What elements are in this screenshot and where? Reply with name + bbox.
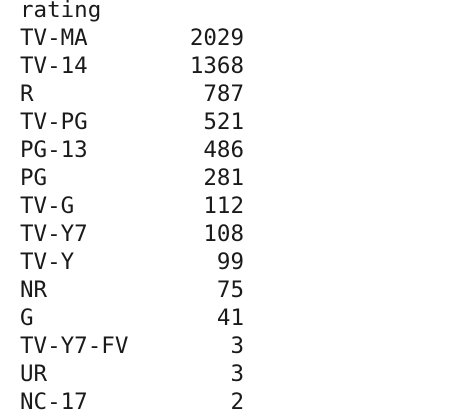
rating-label: UR xyxy=(20,361,48,387)
rating-label: TV-Y7 xyxy=(20,221,88,247)
list-item: TV-Y7 108 xyxy=(20,220,244,248)
rating-count: 108 xyxy=(203,221,244,247)
rating-count: 486 xyxy=(203,137,244,163)
rating-count: 3 xyxy=(230,361,244,387)
list-item: NC-17 2 xyxy=(20,388,244,416)
rating-label: TV-G xyxy=(20,193,75,219)
list-item: TV-MA 2029 xyxy=(20,24,244,52)
rating-count: 2029 xyxy=(189,25,244,51)
rating-label: PG-13 xyxy=(20,137,88,163)
rating-label: PG xyxy=(20,165,48,191)
rating-label: NR xyxy=(20,277,48,303)
list-item: TV-14 1368 xyxy=(20,52,244,80)
list-item: UR 3 xyxy=(20,360,244,388)
rating-label: R xyxy=(20,81,34,107)
rating-count: 787 xyxy=(203,81,244,107)
rating-count: 3 xyxy=(230,333,244,359)
rating-label: NC-17 xyxy=(20,389,88,415)
series-name-header: rating xyxy=(20,0,102,23)
rating-count: 112 xyxy=(203,193,244,219)
rating-count: 75 xyxy=(216,277,244,303)
rating-count: 281 xyxy=(203,165,244,191)
rating-count: 41 xyxy=(216,305,244,331)
list-item: PG-13 486 xyxy=(20,136,244,164)
console-output: rating TV-MA 2029 TV-14 1368 R 787 TV-PG… xyxy=(20,0,244,416)
list-item: TV-PG 521 xyxy=(20,108,244,136)
list-item: NR 75 xyxy=(20,276,244,304)
list-item: TV-G 112 xyxy=(20,192,244,220)
rating-count: 99 xyxy=(216,249,244,275)
list-item: PG 281 xyxy=(20,164,244,192)
list-item: G 41 xyxy=(20,304,244,332)
rating-count: 2 xyxy=(230,389,244,415)
list-item: R 787 xyxy=(20,80,244,108)
rating-label: TV-PG xyxy=(20,109,88,135)
rating-label: G xyxy=(20,305,34,331)
rating-label: TV-MA xyxy=(20,25,88,51)
rating-count: 521 xyxy=(203,109,244,135)
rating-label: TV-Y xyxy=(20,249,75,275)
rating-label: TV-14 xyxy=(20,53,88,79)
list-item: TV-Y 99 xyxy=(20,248,244,276)
list-item: TV-Y7-FV 3 xyxy=(20,332,244,360)
rating-label: TV-Y7-FV xyxy=(20,333,129,359)
rating-count: 1368 xyxy=(189,53,244,79)
